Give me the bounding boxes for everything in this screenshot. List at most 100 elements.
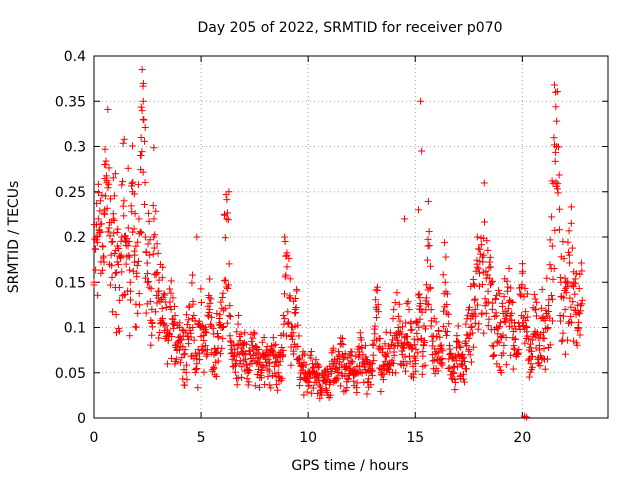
- data-point: [147, 341, 155, 349]
- data-point: [549, 275, 557, 283]
- data-point: [358, 369, 366, 377]
- data-point: [133, 261, 141, 269]
- data-point: [145, 217, 153, 225]
- data-point: [420, 322, 428, 330]
- data-point: [214, 357, 222, 365]
- data-point: [306, 374, 314, 382]
- data-point: [102, 172, 110, 180]
- y-tick-label: 0: [77, 411, 86, 427]
- data-point: [429, 357, 437, 365]
- data-point: [127, 202, 135, 210]
- data-point: [217, 298, 225, 306]
- data-point: [154, 249, 162, 257]
- data-point: [150, 144, 158, 152]
- data-point: [327, 369, 335, 377]
- data-point: [126, 332, 134, 340]
- data-point: [500, 341, 508, 349]
- data-point: [507, 298, 515, 306]
- data-point: [438, 361, 446, 369]
- data-point: [451, 375, 459, 383]
- data-point: [457, 360, 465, 368]
- data-point: [289, 329, 297, 337]
- data-point: [334, 375, 342, 383]
- data-point: [271, 362, 279, 370]
- data-point: [189, 271, 197, 279]
- data-point: [245, 378, 253, 386]
- data-point: [483, 237, 491, 245]
- y-tick-label: 0.15: [55, 275, 86, 291]
- data-point: [554, 143, 562, 151]
- data-point: [241, 329, 249, 337]
- data-point: [435, 349, 443, 357]
- data-point: [145, 283, 153, 291]
- data-point: [292, 304, 300, 312]
- data-point: [114, 261, 122, 269]
- data-point: [390, 306, 398, 314]
- data-point: [219, 335, 227, 343]
- data-point: [99, 254, 107, 262]
- data-point: [332, 359, 340, 367]
- data-point: [480, 179, 488, 187]
- data-point: [294, 355, 302, 363]
- data-point: [169, 325, 177, 333]
- data-point: [271, 369, 279, 377]
- data-point: [386, 329, 394, 337]
- data-point: [559, 238, 567, 246]
- data-point: [251, 330, 259, 338]
- data-point: [233, 381, 241, 389]
- data-point: [124, 242, 132, 250]
- data-point: [131, 210, 139, 218]
- data-point: [105, 224, 113, 232]
- data-point: [216, 350, 224, 358]
- data-point: [264, 373, 272, 381]
- data-point: [504, 305, 512, 313]
- data-point: [461, 358, 469, 366]
- data-point: [401, 353, 409, 361]
- data-point: [291, 309, 299, 317]
- data-point: [370, 357, 378, 365]
- data-point: [93, 199, 101, 207]
- data-point: [242, 350, 250, 358]
- data-point: [275, 349, 283, 357]
- data-point: [403, 300, 411, 308]
- data-point: [147, 285, 155, 293]
- data-point: [476, 269, 483, 277]
- data-point: [545, 296, 553, 304]
- x-tick-label: 10: [299, 430, 317, 446]
- data-point: [264, 355, 272, 363]
- data-point: [144, 278, 152, 286]
- data-point: [460, 378, 468, 386]
- data-point: [234, 320, 242, 328]
- data-point: [373, 314, 381, 322]
- data-point: [578, 267, 586, 275]
- data-point: [489, 342, 497, 350]
- data-point: [553, 117, 561, 125]
- data-point: [507, 284, 515, 292]
- data-point: [574, 325, 582, 333]
- data-point: [577, 259, 585, 267]
- data-point: [115, 327, 123, 335]
- data-point: [470, 296, 478, 304]
- data-point: [443, 332, 451, 340]
- data-point: [566, 294, 574, 302]
- data-point: [105, 164, 113, 172]
- data-point: [409, 374, 417, 382]
- data-point: [112, 311, 120, 319]
- data-point: [191, 368, 199, 376]
- data-point: [421, 338, 429, 346]
- data-point: [145, 209, 153, 217]
- data-point: [208, 313, 216, 321]
- data-point: [290, 347, 298, 355]
- data-point: [115, 245, 123, 253]
- data-point: [101, 210, 109, 218]
- data-point: [424, 242, 432, 250]
- data-point: [109, 174, 117, 182]
- data-point: [386, 344, 394, 352]
- data-point: [541, 317, 549, 325]
- data-point: [468, 322, 476, 330]
- data-point: [272, 340, 280, 348]
- data-point: [315, 362, 323, 370]
- data-point: [393, 289, 401, 297]
- data-point: [155, 287, 163, 295]
- data-point: [370, 325, 378, 333]
